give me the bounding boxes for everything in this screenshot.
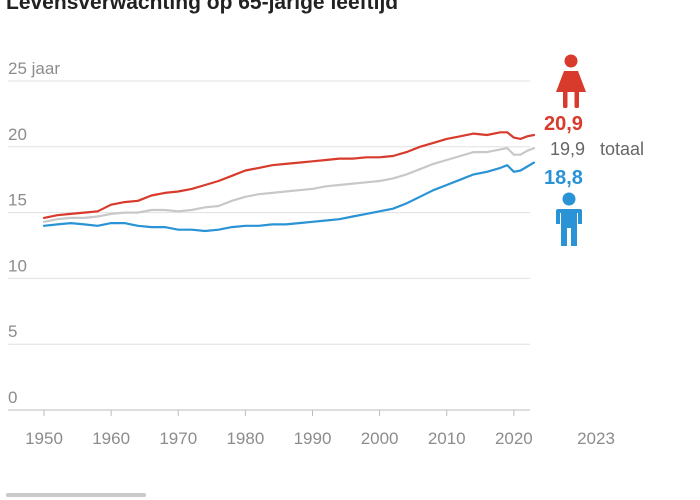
x-tick-label: 1950 (25, 429, 63, 448)
x-tick-label-latest-year: 2023 (577, 429, 615, 448)
end-label-vrouwen: 20,9 (544, 113, 583, 135)
series-line-totaal (42, 147, 536, 223)
y-tick-label: 5 (8, 322, 17, 341)
end-label-totaal-value: 19,9 (550, 139, 585, 159)
end-labels: 20,9 19,9 totaal 18,8 (544, 54, 644, 246)
female-icon (556, 54, 586, 108)
series-line-mannen (42, 161, 536, 233)
x-tick-label: 2020 (495, 429, 533, 448)
source-note (6, 493, 146, 497)
x-tick-label: 1990 (294, 429, 332, 448)
y-tick-label: 20 (8, 125, 27, 144)
x-tick-label: 2000 (361, 429, 399, 448)
y-tick-label: 10 (8, 256, 27, 275)
gridlines (8, 80, 530, 411)
x-axis-tick-labels: 1950 1960 1970 1980 1990 2000 2010 2020 2023 (25, 410, 615, 448)
end-label-totaal-name: totaal (600, 139, 644, 159)
x-tick-label: 1970 (159, 429, 197, 448)
x-tick-label: 2010 (428, 429, 466, 448)
series-lines (42, 131, 536, 233)
y-tick-label: 25 jaar (8, 59, 60, 78)
y-axis-tick-labels: 0 5 10 15 20 25 jaar (8, 59, 60, 407)
x-tick-label: 1960 (92, 429, 130, 448)
chart-title: Levensverwachting op 65-jarige leeftijd (6, 0, 399, 14)
x-tick-label: 1980 (226, 429, 264, 448)
male-icon (556, 192, 582, 246)
end-label-mannen: 18,8 (544, 167, 583, 189)
series-line-vrouwen (42, 131, 536, 219)
y-tick-label: 15 (8, 191, 27, 210)
y-tick-label: 0 (8, 388, 17, 407)
